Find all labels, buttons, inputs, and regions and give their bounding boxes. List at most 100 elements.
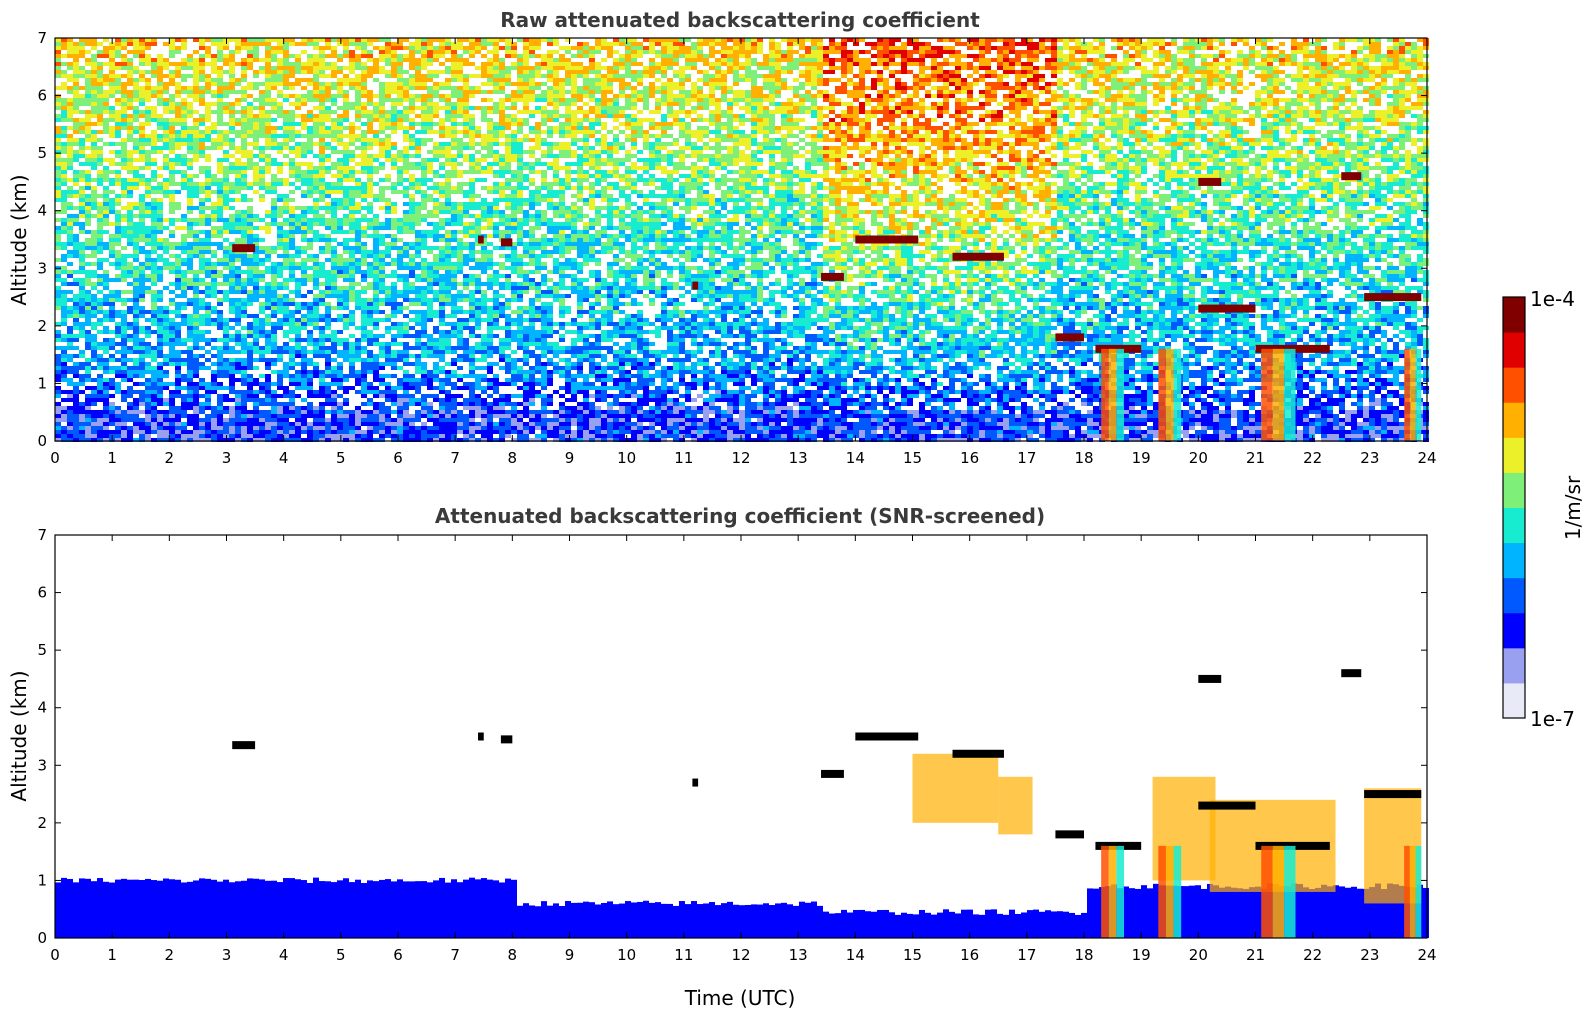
- heatmap-cell: [121, 66, 127, 70]
- heatmap-cell: [133, 142, 139, 146]
- heatmap-cell: [979, 90, 985, 94]
- heatmap-cell: [109, 94, 115, 98]
- heatmap-cell: [1123, 126, 1129, 130]
- heatmap-cell: [589, 90, 595, 94]
- heatmap-cell: [583, 50, 589, 54]
- heatmap-cell: [967, 114, 973, 118]
- heatmap-cell: [1111, 78, 1117, 82]
- heatmap-cell: [415, 106, 421, 110]
- heatmap-cell: [793, 42, 799, 46]
- heatmap-cell: [1417, 74, 1423, 78]
- heatmap-cell: [1015, 54, 1021, 58]
- heatmap-cell: [877, 106, 883, 110]
- heatmap-cell: [391, 70, 397, 74]
- heatmap-cell: [793, 78, 799, 82]
- heatmap-cell: [1357, 70, 1363, 74]
- heatmap-cell: [115, 42, 121, 46]
- heatmap-cell: [61, 46, 67, 50]
- heatmap-cell: [1249, 82, 1255, 86]
- heatmap-cell: [205, 102, 211, 106]
- heatmap-cell: [925, 130, 931, 134]
- heatmap-cell: [337, 58, 343, 62]
- heatmap-cell: [229, 130, 235, 134]
- heatmap-cell: [799, 62, 805, 66]
- heatmap-cell: [349, 134, 355, 138]
- heatmap-cell: [985, 130, 991, 134]
- heatmap-cell: [937, 78, 943, 82]
- heatmap-cell: [595, 46, 601, 50]
- heatmap-cell: [607, 146, 613, 150]
- heatmap-cell: [217, 70, 223, 74]
- heatmap-cell: [847, 118, 853, 122]
- heatmap-cell: [1237, 50, 1243, 54]
- heatmap-cell: [445, 102, 451, 106]
- heatmap-cell: [1375, 82, 1381, 86]
- heatmap-cell: [913, 130, 919, 134]
- heatmap-cell: [91, 122, 97, 126]
- heatmap-cell: [355, 86, 361, 90]
- heatmap-cell: [283, 118, 289, 122]
- heatmap-cell: [523, 58, 529, 62]
- heatmap-cell: [655, 90, 661, 94]
- heatmap-cell: [1081, 118, 1087, 122]
- heatmap-cell: [1201, 58, 1207, 62]
- heatmap-cell: [1231, 102, 1237, 106]
- heatmap-cell: [439, 94, 445, 98]
- heatmap-cell: [355, 102, 361, 106]
- heatmap-cell: [1255, 50, 1261, 54]
- heatmap-cell: [1105, 126, 1111, 130]
- heatmap-cell: [649, 118, 655, 122]
- heatmap-cell: [79, 150, 85, 154]
- heatmap-cell: [853, 82, 859, 86]
- heatmap-cell: [1159, 50, 1165, 54]
- heatmap-cell: [1303, 114, 1309, 118]
- heatmap-cell: [1339, 70, 1345, 74]
- heatmap-cell: [163, 130, 169, 134]
- heatmap-cell: [1237, 150, 1243, 154]
- heatmap-cell: [979, 38, 985, 42]
- heatmap-cell: [319, 90, 325, 94]
- heatmap-cell: [1285, 126, 1291, 130]
- heatmap-cell: [403, 90, 409, 94]
- heatmap-cell: [1297, 110, 1303, 114]
- heatmap-cell: [565, 58, 571, 62]
- heatmap-cell: [193, 82, 199, 86]
- heatmap-cell: [919, 142, 925, 146]
- heatmap-cell: [763, 122, 769, 126]
- heatmap-cell: [511, 98, 517, 102]
- heatmap-cell: [985, 50, 991, 54]
- heatmap-cell: [79, 66, 85, 70]
- heatmap-cell: [403, 118, 409, 122]
- heatmap-cell: [871, 142, 877, 146]
- heatmap-cell: [421, 98, 427, 102]
- heatmap-cell: [1339, 130, 1345, 134]
- heatmap-cell: [445, 50, 451, 54]
- heatmap-cell: [847, 114, 853, 118]
- heatmap-cell: [493, 134, 499, 138]
- heatmap-cell: [337, 118, 343, 122]
- heatmap-cell: [949, 138, 955, 142]
- heatmap-cell: [733, 82, 739, 86]
- heatmap-cell: [1147, 138, 1153, 142]
- heatmap-cell: [445, 146, 451, 150]
- heatmap-cell: [679, 42, 685, 46]
- heatmap-cell: [1111, 118, 1117, 122]
- heatmap-cell: [373, 38, 379, 42]
- heatmap-cell: [541, 138, 547, 142]
- heatmap-cell: [907, 134, 913, 138]
- heatmap-cell: [409, 86, 415, 90]
- heatmap-cell: [517, 94, 523, 98]
- heatmap-cell: [1063, 90, 1069, 94]
- heatmap-cell: [313, 70, 319, 74]
- heatmap-cell: [1327, 82, 1333, 86]
- heatmap-cell: [547, 130, 553, 134]
- heatmap-cell: [985, 122, 991, 126]
- heatmap-cell: [571, 110, 577, 114]
- heatmap-cell: [1069, 122, 1075, 126]
- heatmap-cell: [1327, 70, 1333, 74]
- heatmap-cell: [1135, 102, 1141, 106]
- heatmap-cell: [973, 130, 979, 134]
- heatmap-cell: [1135, 98, 1141, 102]
- heatmap-cell: [1153, 114, 1159, 118]
- heatmap-cell: [445, 126, 451, 130]
